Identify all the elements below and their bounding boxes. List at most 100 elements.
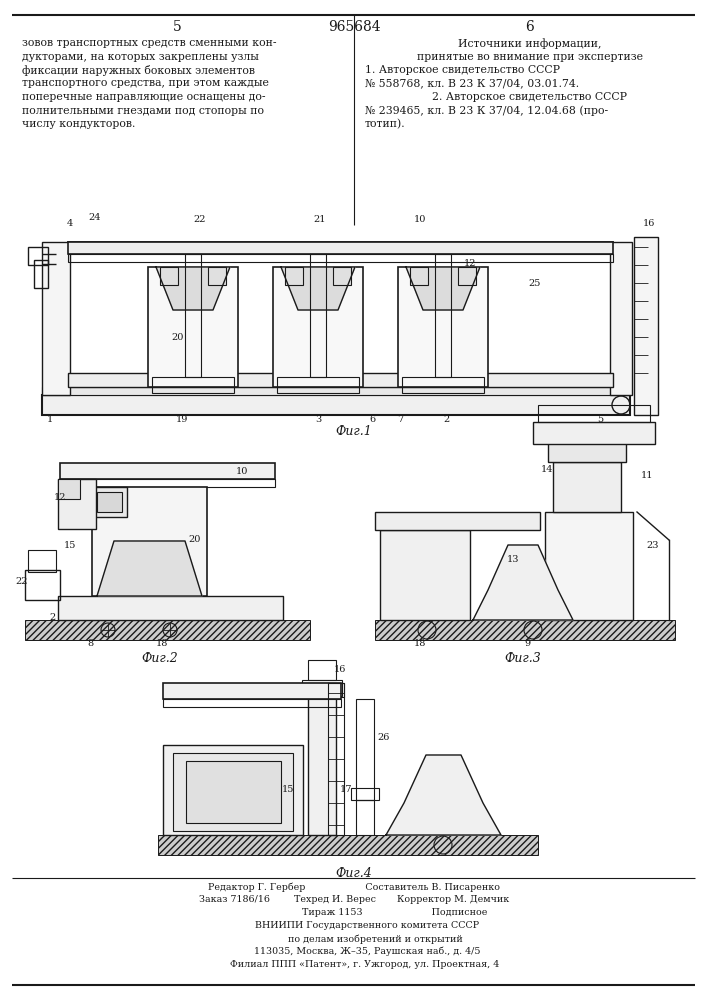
- Bar: [273, 267, 363, 387]
- Text: Тираж 1153                       Подписное: Тираж 1153 Подписное: [221, 908, 487, 917]
- Bar: [92, 487, 127, 517]
- Text: 10: 10: [236, 466, 248, 476]
- Text: числу кондукторов.: числу кондукторов.: [22, 119, 135, 129]
- Text: 17: 17: [340, 786, 352, 794]
- Text: 16: 16: [334, 666, 346, 674]
- Bar: [60, 479, 275, 487]
- Text: 5: 5: [597, 416, 603, 424]
- Bar: [545, 512, 633, 620]
- Text: дукторами, на которых закреплены узлы: дукторами, на которых закреплены узлы: [22, 51, 259, 62]
- Text: 2: 2: [444, 416, 450, 424]
- Text: 21: 21: [314, 216, 326, 225]
- Polygon shape: [156, 267, 230, 310]
- Bar: [435, 254, 451, 377]
- Text: Фиг.2: Фиг.2: [141, 652, 178, 665]
- Text: 965684: 965684: [327, 20, 380, 34]
- Bar: [375, 512, 540, 530]
- Text: 2: 2: [49, 613, 55, 622]
- Bar: [25, 620, 310, 640]
- Text: 22: 22: [194, 216, 206, 225]
- Bar: [351, 788, 379, 800]
- Text: 12: 12: [54, 492, 66, 502]
- Text: 14: 14: [541, 466, 554, 475]
- Bar: [308, 660, 336, 680]
- Bar: [356, 800, 374, 835]
- Bar: [58, 479, 96, 529]
- Text: 15: 15: [282, 786, 294, 794]
- Text: 6: 6: [369, 416, 375, 424]
- Text: 24: 24: [89, 213, 101, 222]
- Bar: [634, 237, 658, 415]
- Bar: [302, 680, 342, 696]
- Bar: [328, 683, 344, 835]
- Text: 5: 5: [173, 20, 182, 34]
- Bar: [58, 479, 80, 499]
- Bar: [410, 267, 428, 285]
- Bar: [157, 541, 185, 596]
- Bar: [58, 596, 283, 620]
- Text: 11: 11: [641, 471, 653, 480]
- Bar: [550, 517, 628, 567]
- Text: 22: 22: [16, 578, 28, 586]
- Text: 7: 7: [397, 416, 403, 424]
- Text: 20: 20: [189, 536, 201, 544]
- Polygon shape: [386, 755, 501, 835]
- Text: Фиг.3: Фиг.3: [505, 652, 542, 665]
- Bar: [163, 745, 303, 835]
- Bar: [92, 487, 207, 596]
- Text: 1. Авторское свидетельство СССР: 1. Авторское свидетельство СССР: [365, 65, 560, 75]
- Bar: [158, 835, 538, 855]
- Polygon shape: [281, 267, 355, 310]
- Bar: [148, 267, 238, 387]
- Text: № 239465, кл. В 23 К 37/04, 12.04.68 (про-: № 239465, кл. В 23 К 37/04, 12.04.68 (пр…: [365, 105, 608, 116]
- Text: 18: 18: [414, 640, 426, 648]
- Bar: [308, 690, 336, 835]
- Bar: [402, 377, 484, 393]
- Text: по делам изобретений и открытий: по делам изобретений и открытий: [245, 934, 462, 944]
- Text: принятые во внимание при экспертизе: принятые во внимание при экспертизе: [417, 51, 643, 62]
- Text: 6: 6: [525, 20, 534, 34]
- Text: 113035, Москва, Ж–35, Раушская наб., д. 4/5: 113035, Москва, Ж–35, Раушская наб., д. …: [227, 947, 481, 956]
- Text: 23: 23: [647, 540, 659, 550]
- Bar: [28, 550, 56, 572]
- Bar: [68, 242, 613, 254]
- Bar: [25, 570, 60, 600]
- Text: фиксации наружных боковых элементов: фиксации наружных боковых элементов: [22, 65, 255, 76]
- Bar: [68, 373, 613, 387]
- Text: Редактор Г. Гербер                    Составитель В. Писаренко: Редактор Г. Гербер Составитель В. Писаре…: [208, 882, 500, 892]
- Text: Филиал ППП «Патент», г. Ужгород, ул. Проектная, 4: Филиал ППП «Патент», г. Ужгород, ул. Про…: [209, 960, 499, 969]
- Bar: [68, 242, 613, 254]
- Text: 20: 20: [172, 332, 185, 342]
- Text: 10: 10: [414, 216, 426, 225]
- Text: транспортного средства, при этом каждые: транспортного средства, при этом каждые: [22, 79, 269, 89]
- Bar: [300, 683, 344, 697]
- Bar: [385, 535, 465, 615]
- Text: 9: 9: [524, 640, 530, 648]
- Bar: [285, 267, 303, 285]
- Text: ВНИИПИ Государственного комитета СССР: ВНИИПИ Государственного комитета СССР: [228, 921, 479, 930]
- Text: поперечные направляющие оснащены до-: поперечные направляющие оснащены до-: [22, 92, 266, 102]
- Text: 2. Авторское свидетельство СССР: 2. Авторское свидетельство СССР: [433, 92, 628, 102]
- Bar: [173, 753, 293, 831]
- Polygon shape: [473, 545, 573, 620]
- Bar: [68, 254, 613, 262]
- Text: Источники информации,: Источники информации,: [458, 38, 602, 49]
- Text: 19: 19: [176, 416, 188, 424]
- Bar: [356, 699, 374, 800]
- Bar: [333, 267, 351, 285]
- Bar: [160, 267, 178, 285]
- Bar: [375, 620, 675, 640]
- Text: 1: 1: [47, 416, 53, 424]
- Text: 3: 3: [315, 416, 321, 424]
- Text: тотип).: тотип).: [365, 119, 406, 129]
- Bar: [458, 267, 476, 285]
- Text: 13: 13: [507, 556, 519, 564]
- Text: № 558768, кл. В 23 К 37/04, 03.01.74.: № 558768, кл. В 23 К 37/04, 03.01.74.: [365, 79, 579, 89]
- Bar: [610, 242, 632, 395]
- Polygon shape: [406, 267, 480, 310]
- Bar: [548, 440, 626, 462]
- Text: Заказ 7186/16        Техред И. Верес       Корректор М. Демчик: Заказ 7186/16 Техред И. Верес Корректор …: [199, 895, 509, 904]
- Polygon shape: [97, 541, 202, 596]
- Bar: [533, 422, 655, 444]
- Bar: [114, 541, 142, 596]
